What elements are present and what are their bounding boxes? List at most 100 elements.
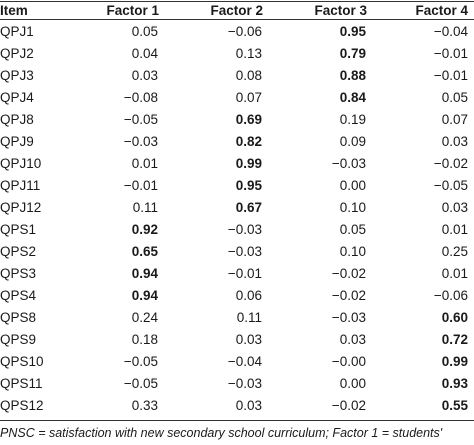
table-row: QPS9 0.18 0.03 0.03 0.72 <box>0 328 474 350</box>
loading-cell-factor-4: 0.03 <box>441 133 468 149</box>
table-row: QPJ10 0.01 0.99 −0.03 −0.02 <box>0 152 474 174</box>
header-factor-3: Factor 3 <box>314 2 367 18</box>
loading-cell-factor-2: −0.01 <box>227 265 262 281</box>
loading-cell-factor-4: −0.01 <box>433 67 468 83</box>
table-row: QPJ11 −0.01 0.95 0.00 −0.05 <box>0 174 474 196</box>
table-row: QPS10 −0.05 −0.04 −0.00 0.99 <box>0 350 474 372</box>
loading-cell-factor-4: 0.99 <box>441 353 468 369</box>
loading-cell-factor-2: 0.67 <box>235 199 262 215</box>
table-row: QPJ4 −0.08 0.07 0.84 0.05 <box>0 86 474 108</box>
loading-cell-factor-2: 0.08 <box>235 67 262 83</box>
table-header-rule <box>0 19 474 20</box>
row-item-label: QPS10 <box>0 353 44 369</box>
table-row: QPS8 0.24 0.11 −0.03 0.60 <box>0 306 474 328</box>
loading-cell-factor-4: 0.01 <box>441 265 468 281</box>
table-row: QPS1 0.92 −0.03 0.05 0.01 <box>0 218 474 240</box>
header-factor-2: Factor 2 <box>210 2 263 18</box>
table-row: QPJ8 −0.05 0.69 0.19 0.07 <box>0 108 474 130</box>
loading-cell-factor-3: 0.00 <box>339 177 366 193</box>
table-row: QPJ9 −0.03 0.82 0.09 0.03 <box>0 130 474 152</box>
table-row: QPS2 0.65 −0.03 0.10 0.25 <box>0 240 474 262</box>
loading-cell-factor-3: −0.03 <box>331 155 366 171</box>
row-item-label: QPS12 <box>0 397 44 413</box>
row-item-label: QPS3 <box>0 265 37 281</box>
loading-cell-factor-3: 0.09 <box>339 133 366 149</box>
loading-cell-factor-1: −0.05 <box>123 375 158 391</box>
loading-cell-factor-2: 0.99 <box>235 155 262 171</box>
loading-cell-factor-4: 0.05 <box>441 89 468 105</box>
loading-cell-factor-1: 0.05 <box>131 23 158 39</box>
header-factor-1: Factor 1 <box>106 2 159 18</box>
loading-cell-factor-4: 0.03 <box>441 199 468 215</box>
header-item: Item <box>0 2 28 18</box>
row-item-label: QPJ9 <box>0 133 34 149</box>
loading-cell-factor-1: 0.94 <box>131 265 158 281</box>
loading-cell-factor-4: 0.93 <box>441 375 468 391</box>
loading-cell-factor-3: 0.10 <box>339 199 366 215</box>
loading-cell-factor-2: 0.95 <box>235 177 262 193</box>
loading-cell-factor-1: 0.33 <box>131 397 158 413</box>
loading-cell-factor-4: −0.02 <box>433 155 468 171</box>
table-top-rule <box>0 1 474 2</box>
loading-cell-factor-2: 0.69 <box>235 111 262 127</box>
table-row: QPS11 −0.05 −0.03 0.00 0.93 <box>0 372 474 394</box>
loading-cell-factor-1: −0.03 <box>123 133 158 149</box>
loading-cell-factor-1: 0.24 <box>131 309 158 325</box>
loading-cell-factor-4: 0.55 <box>441 397 468 413</box>
row-item-label: QPJ12 <box>0 199 42 215</box>
loading-cell-factor-1: 0.03 <box>131 67 158 83</box>
row-item-label: QPJ3 <box>0 67 34 83</box>
loading-cell-factor-1: −0.05 <box>123 111 158 127</box>
row-item-label: QPJ10 <box>0 155 42 171</box>
table-row: QPJ2 0.04 0.13 0.79 −0.01 <box>0 42 474 64</box>
loading-cell-factor-2: 0.03 <box>235 331 262 347</box>
loading-cell-factor-1: −0.08 <box>123 89 158 105</box>
table-row: QPS4 0.94 0.06 −0.02 −0.06 <box>0 284 474 306</box>
loading-cell-factor-1: 0.92 <box>131 221 158 237</box>
loading-cell-factor-1: −0.05 <box>123 353 158 369</box>
loading-cell-factor-1: 0.94 <box>131 287 158 303</box>
table-row: QPJ12 0.11 0.67 0.10 0.03 <box>0 196 474 218</box>
loading-cell-factor-1: 0.65 <box>131 243 158 259</box>
loading-cell-factor-3: 0.00 <box>339 375 366 391</box>
loading-cell-factor-3: −0.03 <box>331 309 366 325</box>
loading-cell-factor-2: 0.13 <box>235 45 262 61</box>
loading-cell-factor-4: 0.07 <box>441 111 468 127</box>
loading-cell-factor-3: 0.95 <box>339 23 366 39</box>
loading-cell-factor-3: −0.02 <box>331 397 366 413</box>
header-factor-4: Factor 4 <box>415 2 468 18</box>
loading-cell-factor-4: 0.25 <box>441 243 468 259</box>
row-item-label: QPS4 <box>0 287 37 303</box>
table-body: QPJ1 0.05 −0.06 0.95 −0.04 QPJ2 0.04 0.13 0.79 −0… <box>0 20 474 416</box>
row-item-label: QPS1 <box>0 221 37 237</box>
loading-cell-factor-3: 0.10 <box>339 243 366 259</box>
loading-cell-factor-4: −0.05 <box>433 177 468 193</box>
loading-cell-factor-3: 0.79 <box>339 45 366 61</box>
loading-cell-factor-1: 0.11 <box>132 199 158 215</box>
loading-cell-factor-2: −0.03 <box>227 221 262 237</box>
loading-cell-factor-3: 0.88 <box>339 67 366 83</box>
loading-cell-factor-4: −0.04 <box>433 23 468 39</box>
loading-cell-factor-4: −0.06 <box>433 287 468 303</box>
loading-cell-factor-2: −0.04 <box>227 353 262 369</box>
loading-cell-factor-3: −0.02 <box>331 265 366 281</box>
loading-cell-factor-1: 0.01 <box>131 155 158 171</box>
table-bottom-rule <box>0 420 474 421</box>
row-item-label: QPS2 <box>0 243 37 259</box>
row-item-label: QPJ11 <box>0 177 41 193</box>
table-row: QPS12 0.33 0.03 −0.02 0.55 <box>0 394 474 416</box>
table-row: QPJ3 0.03 0.08 0.88 −0.01 <box>0 64 474 86</box>
factor-loadings-table: Item Factor 1 Factor 2 Factor 3 Factor 4… <box>0 2 474 416</box>
loading-cell-factor-2: −0.03 <box>227 243 262 259</box>
table-row: QPJ1 0.05 −0.06 0.95 −0.04 <box>0 20 474 42</box>
loading-cell-factor-3: 0.03 <box>339 331 366 347</box>
loading-cell-factor-4: 0.72 <box>441 331 468 347</box>
loading-cell-factor-3: −0.00 <box>331 353 366 369</box>
loading-cell-factor-2: 0.07 <box>235 89 262 105</box>
loading-cell-factor-1: 0.04 <box>131 45 158 61</box>
loading-cell-factor-2: −0.03 <box>227 375 262 391</box>
loading-cell-factor-3: −0.02 <box>331 287 366 303</box>
loading-cell-factor-2: 0.82 <box>235 133 262 149</box>
loading-cell-factor-1: 0.18 <box>131 331 158 347</box>
row-item-label: QPJ1 <box>0 23 34 39</box>
